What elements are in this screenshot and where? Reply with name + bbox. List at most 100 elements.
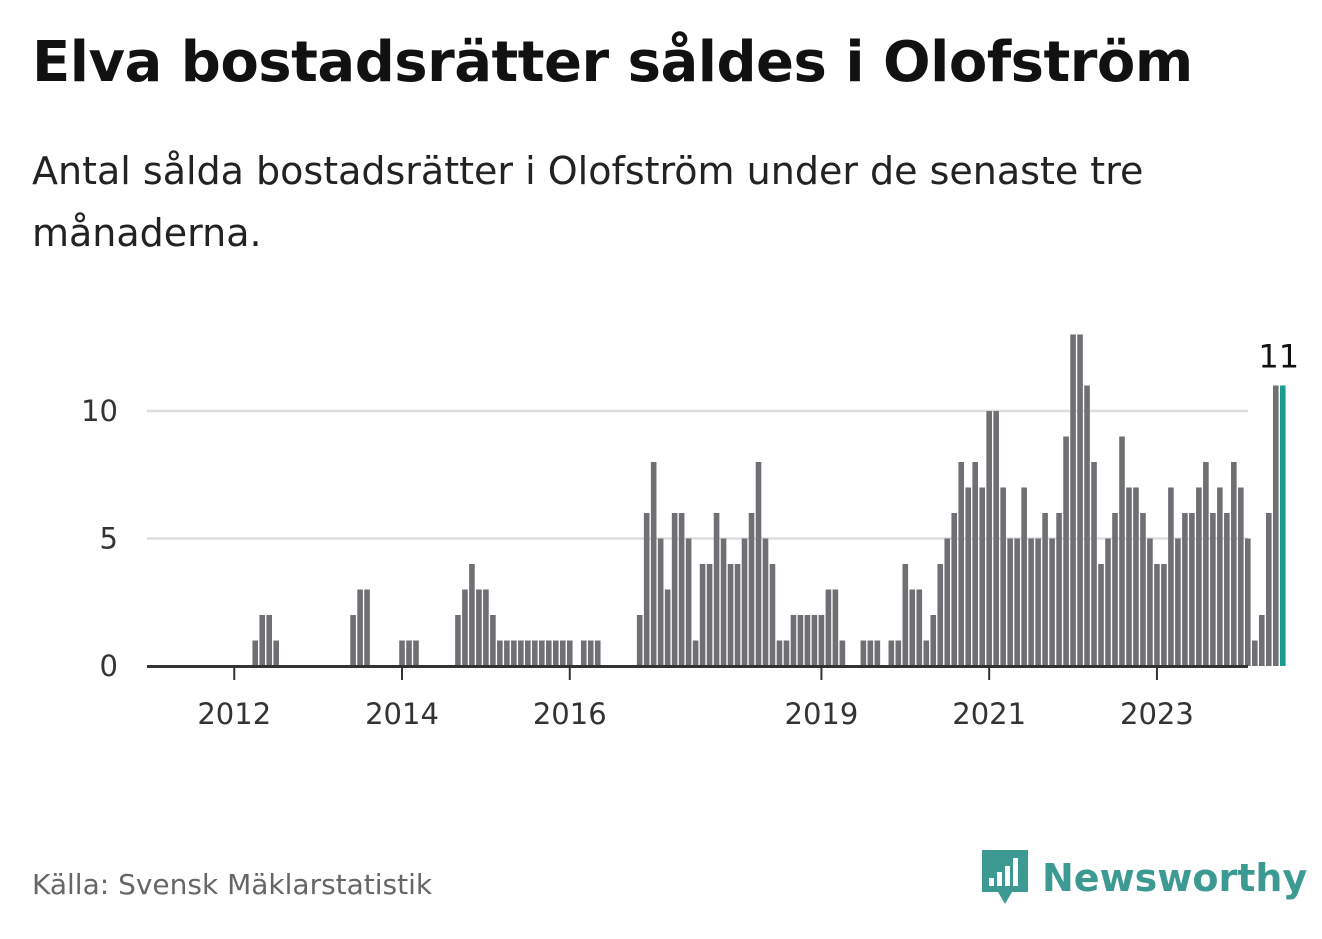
bar — [993, 411, 999, 666]
bar — [986, 411, 992, 666]
bar — [776, 640, 783, 666]
bar — [664, 589, 671, 666]
bar — [706, 564, 713, 666]
bar — [720, 538, 727, 666]
bar — [1126, 487, 1132, 666]
bar — [1091, 462, 1097, 666]
bar — [944, 538, 951, 666]
bar — [1182, 513, 1188, 666]
bar — [539, 640, 545, 666]
brand-name: Newsworthy — [1042, 856, 1308, 900]
bar — [958, 462, 965, 666]
bar — [734, 564, 741, 666]
bar — [462, 589, 468, 666]
bar — [685, 538, 692, 666]
bar — [1056, 513, 1062, 666]
y-tick-label: 10 — [81, 394, 118, 428]
bar — [413, 640, 419, 666]
highlight-value-label: 11 — [1258, 338, 1299, 376]
bar — [1154, 564, 1160, 666]
bar — [979, 487, 985, 666]
bar — [972, 462, 978, 666]
bar — [657, 538, 664, 666]
bar — [1000, 487, 1006, 666]
bar — [867, 640, 874, 666]
bar — [1007, 538, 1013, 666]
x-tick-label: 2012 — [197, 697, 271, 731]
bar — [1252, 640, 1258, 666]
bar — [1258, 615, 1265, 666]
bar — [1168, 487, 1174, 666]
bar — [1112, 513, 1118, 666]
bar — [951, 513, 958, 666]
bar — [1224, 513, 1230, 666]
bar — [490, 615, 496, 666]
x-tick-label: 2016 — [533, 697, 607, 731]
bar — [678, 513, 685, 666]
bar — [692, 640, 699, 666]
bar — [1070, 334, 1076, 666]
bar — [497, 640, 503, 666]
bar — [580, 640, 587, 666]
bar — [909, 589, 916, 666]
bar — [790, 615, 797, 666]
x-tick-label: 2021 — [952, 697, 1026, 731]
bar — [399, 640, 405, 666]
bar — [364, 589, 370, 666]
bar — [546, 640, 552, 666]
bar — [252, 640, 259, 666]
bar — [818, 615, 825, 666]
source-note: Källa: Svensk Mäklarstatistik — [32, 868, 433, 901]
bar — [273, 640, 279, 666]
bar — [511, 640, 517, 666]
chart-subtitle: Antal sålda bostadsrätter i Olofström un… — [32, 149, 1144, 255]
axes — [147, 665, 1248, 680]
bar — [1098, 564, 1104, 666]
bar — [1196, 487, 1202, 666]
bar — [699, 564, 706, 666]
bar — [1140, 513, 1146, 666]
bar — [1175, 538, 1181, 666]
bar — [888, 640, 895, 666]
bar — [923, 640, 930, 666]
bar — [762, 538, 769, 666]
bar — [783, 640, 790, 666]
bar — [769, 564, 776, 666]
bar — [1014, 538, 1020, 666]
bar — [504, 640, 510, 666]
bar — [406, 640, 412, 666]
bar — [1245, 538, 1251, 666]
bar — [832, 589, 839, 666]
bar — [825, 589, 832, 666]
bar-highlight — [1279, 385, 1286, 666]
bar — [727, 564, 734, 666]
bar — [1035, 538, 1041, 666]
bar — [1161, 564, 1167, 666]
bar — [259, 615, 266, 666]
bar — [469, 564, 475, 666]
bar — [587, 640, 594, 666]
bar — [1119, 436, 1125, 666]
bar — [455, 615, 461, 666]
bar — [350, 615, 356, 666]
bar — [566, 640, 573, 666]
bar — [1133, 487, 1139, 666]
bar-chart: 0 5 10 11 2012 2014 2016 2019 2021 2023 — [81, 334, 1299, 731]
bar — [965, 487, 972, 666]
bar — [839, 640, 846, 666]
bar — [643, 513, 650, 666]
bar — [874, 640, 881, 666]
bar — [1049, 538, 1055, 666]
bar — [1028, 538, 1034, 666]
bar — [1042, 513, 1048, 666]
newsworthy-logo: Newsworthy — [980, 848, 1307, 908]
bar — [797, 615, 804, 666]
bar — [594, 640, 601, 666]
bar — [1021, 487, 1027, 666]
bar — [1084, 385, 1090, 666]
bar — [357, 589, 363, 666]
x-tick-label: 2019 — [785, 697, 859, 731]
bar — [518, 640, 524, 666]
bar-chart-speech-bubble-icon — [982, 850, 1028, 904]
bar — [804, 615, 811, 666]
